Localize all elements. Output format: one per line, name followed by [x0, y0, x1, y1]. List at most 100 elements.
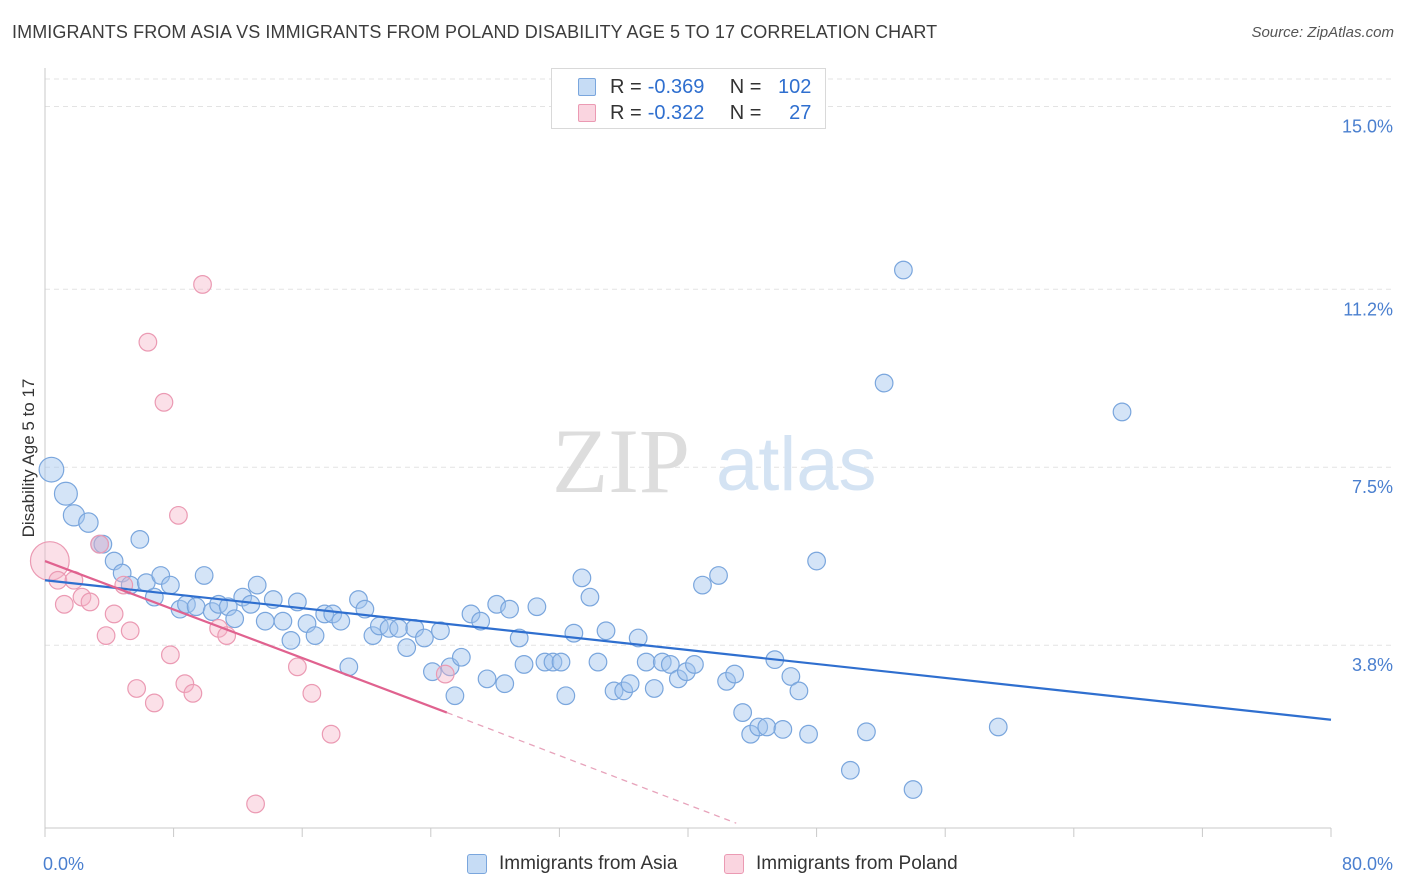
n-label: N =	[729, 75, 762, 98]
poland-trend-extension	[446, 711, 737, 824]
asia-point	[471, 611, 491, 631]
stats-legend: R = -0.369 N = 102 R = -0.322 N = 27	[551, 68, 826, 129]
asia-point	[660, 655, 680, 674]
x-tick-label-min: 0.0%	[43, 854, 84, 874]
poland-point	[144, 693, 164, 713]
asia-point	[725, 664, 745, 684]
poland-legend-swatch-icon	[724, 854, 744, 874]
poland-point	[160, 645, 180, 665]
legend-item-poland: Immigrants from Poland	[724, 850, 958, 878]
n-label: N =	[729, 101, 762, 124]
asia-point	[781, 667, 801, 686]
asia-point	[130, 529, 150, 549]
poland-point	[154, 392, 174, 412]
asia-point	[799, 724, 818, 744]
n-value: 102	[778, 75, 812, 98]
asia-point	[717, 671, 736, 691]
asia-point	[551, 652, 571, 672]
asia-point	[218, 597, 238, 617]
asia-point	[389, 618, 409, 638]
y-tick-label: 7.5%	[1352, 477, 1393, 497]
asia-point	[514, 655, 534, 674]
watermark: ZIP atlas	[552, 410, 877, 512]
asia-point	[644, 679, 664, 698]
asia-point	[225, 609, 245, 629]
poland-point	[138, 332, 158, 352]
asia-trend-line	[44, 579, 1332, 721]
asia-swatch-icon	[578, 78, 596, 96]
asia-point	[1112, 402, 1132, 422]
poland-point	[96, 626, 116, 645]
axis-labels: Disability Age 5 to 17 3.8% 7.5% 11.2% 15.0…	[19, 116, 1393, 874]
asia-point	[588, 652, 608, 672]
stats-row-poland: R = -0.322 N = 27	[578, 100, 811, 126]
asia-point	[160, 575, 180, 595]
poland-point	[183, 683, 203, 703]
asia-point	[38, 456, 65, 483]
asia-point	[620, 674, 640, 694]
poland-point	[127, 679, 147, 698]
asia-point	[53, 481, 78, 506]
y-tick-label: 15.0%	[1342, 116, 1393, 136]
r-label: R =	[610, 75, 642, 98]
asia-point	[636, 652, 656, 672]
asia-point	[685, 655, 704, 674]
asia-point	[281, 631, 301, 650]
y-tick-label: 3.8%	[1352, 655, 1393, 675]
asia-point	[445, 686, 465, 706]
asia-point	[349, 590, 368, 609]
poland-point	[302, 683, 322, 703]
asia-point	[543, 652, 563, 672]
x-tick-label-max: 80.0%	[1342, 854, 1393, 874]
poland-point	[246, 794, 265, 814]
source-label: Source: ZipAtlas.com	[1251, 24, 1394, 41]
asia-point	[255, 611, 275, 631]
poland-point	[120, 621, 140, 641]
poland-point	[175, 674, 195, 694]
asia-point	[414, 628, 434, 648]
trend-lines	[44, 560, 1332, 824]
asia-point	[628, 628, 648, 648]
poland-point	[90, 534, 110, 554]
asia-point	[604, 681, 624, 701]
poland-point	[104, 604, 124, 624]
series-legend: Immigrants from Asia Immigrants from Pol…	[0, 850, 1406, 878]
asia-point	[495, 674, 515, 694]
asia-point	[535, 652, 555, 672]
asia-point	[500, 599, 519, 619]
asia-legend-swatch-icon	[467, 854, 487, 874]
data-points	[29, 260, 1132, 814]
legend-label-poland: Immigrants from Poland	[756, 853, 958, 874]
asia-point	[676, 662, 696, 682]
asia-point	[397, 638, 417, 658]
asia-point	[273, 611, 293, 631]
asia-point	[693, 575, 712, 595]
r-label: R =	[610, 101, 642, 124]
asia-point	[186, 597, 206, 617]
poland-point	[435, 664, 455, 684]
asia-point	[614, 681, 634, 701]
asia-point	[773, 719, 793, 739]
asia-point	[988, 717, 1008, 737]
stats-row-asia: R = -0.369 N = 102	[578, 74, 811, 100]
poland-point	[287, 657, 307, 677]
asia-point	[741, 724, 761, 744]
legend-label-asia: Immigrants from Asia	[499, 853, 678, 874]
poland-point	[54, 594, 74, 614]
poland-trend-line	[44, 560, 448, 714]
asia-point	[874, 373, 894, 393]
asia-point	[477, 669, 497, 689]
legend-item-asia: Immigrants from Asia	[467, 850, 677, 878]
asia-point	[749, 717, 769, 737]
asia-point	[305, 626, 325, 645]
asia-point	[363, 626, 383, 645]
poland-point	[193, 275, 212, 294]
asia-point	[151, 566, 171, 585]
poland-point	[321, 724, 341, 744]
asia-point	[807, 551, 826, 571]
asia-point	[431, 621, 450, 641]
chart-title: IMMIGRANTS FROM ASIA VS IMMIGRANTS FROM …	[12, 22, 938, 42]
asia-point	[527, 597, 547, 617]
watermark-zip: ZIP	[552, 410, 690, 512]
